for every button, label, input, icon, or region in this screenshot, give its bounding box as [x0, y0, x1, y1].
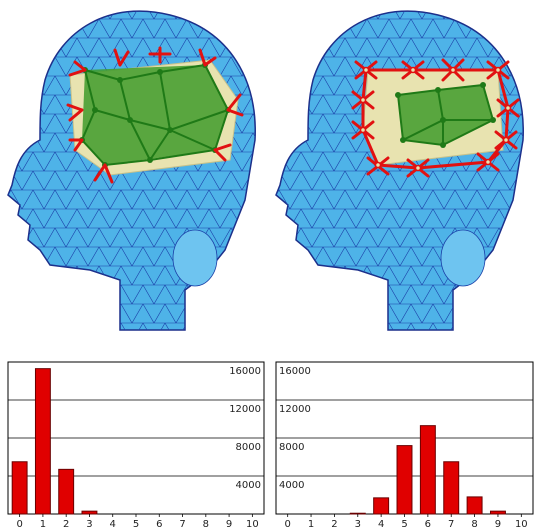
bar-9 [489, 510, 506, 515]
bar-2 [58, 468, 75, 515]
bar-3 [81, 510, 98, 515]
x-tick-label: 8 [471, 519, 477, 529]
x-tick-label: 4 [110, 519, 116, 529]
x-tick-label: 2 [63, 519, 69, 529]
bar-1 [34, 368, 51, 515]
boundary-ring [351, 58, 520, 178]
x-tick-label: 7 [448, 519, 454, 529]
x-tick-label: 5 [133, 519, 139, 529]
y-tick-label: 8000 [236, 442, 261, 453]
bar-0 [11, 461, 28, 515]
x-tick-label: 8 [203, 519, 209, 529]
x-tick-label: 10 [515, 519, 528, 529]
x-tick-label: 3 [86, 519, 92, 529]
right-head-mesh-illustration [275, 10, 524, 331]
y-tick-label: 4000 [279, 480, 304, 491]
right-histogram: 4000 8000 12000 16000 0 1 2 3 4 5 6 7 8 9 10 [275, 361, 534, 529]
x-tick-label: 6 [156, 519, 162, 529]
patch-graph [395, 82, 496, 148]
bar-5 [396, 445, 413, 515]
head-silhouette [275, 10, 524, 331]
x-tick-label: 10 [246, 519, 259, 529]
x-tick-label: 1 [308, 519, 314, 529]
x-tick-label: 9 [495, 519, 501, 529]
y-tick-label: 16000 [229, 366, 261, 377]
x-tick-label: 0 [284, 519, 290, 529]
left-head-mesh-illustration [7, 10, 256, 331]
x-tick-label: 4 [378, 519, 384, 529]
y-tick-label: 4000 [236, 480, 261, 491]
x-tick-label: 2 [331, 519, 337, 529]
bar-7 [443, 461, 460, 515]
y-tick-label: 12000 [279, 404, 311, 415]
x-tick-label: 9 [226, 519, 232, 529]
left-histogram: 4000 8000 12000 16000 0 1 2 3 4 5 6 7 8 9 10 [7, 361, 265, 529]
x-tick-label: 0 [16, 519, 22, 529]
y-tick-label: 16000 [279, 366, 311, 377]
bar-8 [466, 496, 483, 515]
bar-6 [419, 425, 436, 515]
patch-graph [79, 62, 231, 168]
boundary-markers [66, 46, 244, 184]
x-tick-label: 7 [179, 519, 185, 529]
x-tick-label: 1 [40, 519, 46, 529]
x-tick-label: 6 [425, 519, 431, 529]
bar-3 [349, 512, 366, 515]
y-tick-label: 12000 [229, 404, 261, 415]
x-tick-label: 5 [401, 519, 407, 529]
y-tick-label: 8000 [279, 442, 304, 453]
x-tick-label: 3 [355, 519, 361, 529]
bar-4 [373, 497, 390, 515]
